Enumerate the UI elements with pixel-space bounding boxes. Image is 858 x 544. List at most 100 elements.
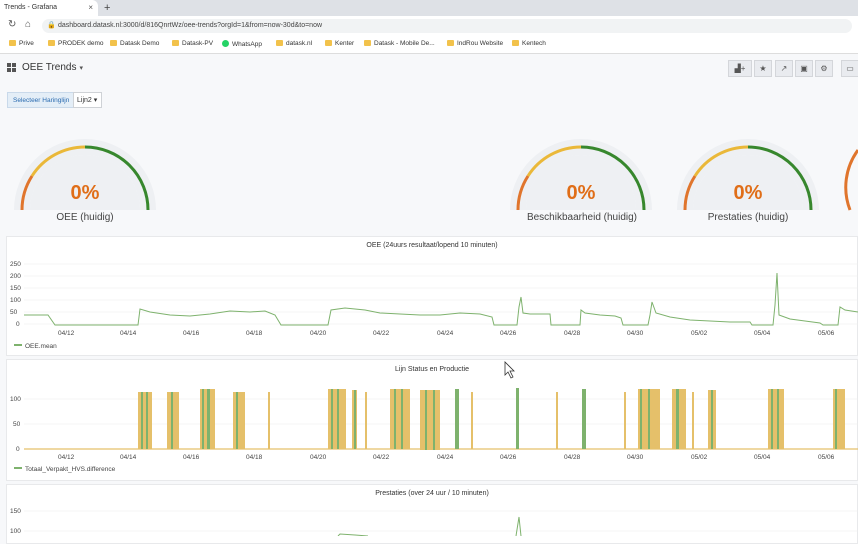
bookmark-item[interactable]: PRODEK demo — [48, 40, 104, 47]
gauge-label: OEE (huidig) — [56, 212, 114, 223]
settings-button[interactable]: ⚙ — [815, 60, 833, 77]
gauge-value: 0% — [70, 182, 100, 204]
chevron-down-icon: ▾ — [93, 97, 98, 104]
x-tick-label: 04/20 — [310, 330, 327, 337]
x-tick-label: 05/06 — [818, 454, 835, 461]
x-tick-label: 05/02 — [691, 330, 708, 337]
oee-chart: 250 200 150 100 50 0 04/12 04/14 04/16 0… — [10, 261, 858, 337]
x-tick-label: 05/04 — [754, 330, 771, 337]
x-tick-label: 05/04 — [754, 454, 771, 461]
y-tick-label: 50 — [13, 421, 21, 428]
x-tick-label: 04/18 — [246, 330, 263, 337]
x-tick-label: 04/22 — [373, 454, 390, 461]
y-tick-label: 100 — [10, 528, 21, 535]
y-tick-label: 150 — [10, 285, 21, 292]
y-tick-label: 50 — [10, 309, 18, 316]
x-tick-label: 05/06 — [818, 330, 835, 337]
x-tick-label: 04/26 — [500, 454, 517, 461]
lock-icon: 🔒 — [47, 22, 56, 29]
gauge-prestaties — [677, 139, 819, 211]
x-tick-label: 04/14 — [120, 454, 137, 461]
gauge-label: Prestaties (huidig) — [707, 212, 789, 223]
panel-title[interactable]: Prestaties (over 24 uur / 10 minuten) — [375, 490, 489, 497]
mouse-cursor-icon — [504, 361, 515, 379]
grid — [24, 263, 858, 325]
save-icon: ▣ — [800, 64, 808, 73]
panel-title[interactable]: Lijn Status en Productie — [395, 366, 469, 373]
gauge-value: 0% — [733, 182, 763, 204]
url-field[interactable]: 🔒 dashboard.datask.nl:3000/d/816QnrtWz/o… — [42, 19, 852, 33]
monitor-icon: ▭ — [846, 64, 854, 73]
folder-icon — [325, 40, 332, 46]
tv-mode-button[interactable]: ▭ — [841, 60, 858, 77]
variable-label: Selecteer Haringlijn — [7, 92, 76, 108]
gauges-row — [14, 138, 858, 211]
x-tick-label: 04/16 — [183, 454, 200, 461]
status-chart: 100 50 0 04/12 04/14 04/16 04/18 04/20 0… — [10, 388, 858, 461]
y-tick-label: 250 — [10, 261, 21, 268]
add-panel-icon: ▟+ — [734, 64, 746, 73]
legend-swatch — [14, 344, 22, 346]
gear-icon: ⚙ — [820, 64, 828, 73]
share-icon: ↗ — [780, 64, 788, 73]
x-tick-label: 04/20 — [310, 454, 327, 461]
folder-icon — [110, 40, 117, 46]
x-tick-label: 04/16 — [183, 330, 200, 337]
gauge-oee — [14, 138, 156, 211]
x-tick-label: 04/28 — [564, 330, 581, 337]
star-icon: ★ — [759, 64, 767, 73]
production-bars — [138, 388, 845, 450]
bookmark-item[interactable]: IndRou Website — [447, 40, 503, 47]
tab-close-icon[interactable]: × — [88, 3, 93, 12]
y-tick-label: 200 — [10, 273, 21, 280]
bookmark-item[interactable]: Prive — [9, 40, 34, 47]
y-tick-label: 0 — [16, 446, 20, 453]
y-tick-label: 100 — [10, 297, 21, 304]
new-tab-button[interactable]: + — [104, 2, 111, 14]
dashboard-title[interactable]: OEE Trends ▾ — [22, 62, 83, 73]
bookmark-item[interactable]: Datask Demo — [110, 40, 159, 47]
address-bar: ↻ ⌂ 🔒 dashboard.datask.nl:3000/d/816Qnrt… — [0, 16, 858, 37]
oee-panel — [6, 236, 858, 356]
browser-tab[interactable]: Trends - Grafana × — [0, 0, 98, 16]
x-axis: 04/12 04/14 04/16 04/18 04/20 04/22 04/2… — [58, 454, 835, 461]
legend-item[interactable]: Totaal_Verpakt_HVS.difference — [14, 466, 115, 473]
gauge-value: 0% — [566, 182, 596, 204]
browser-tab-bar: Trends - Grafana × + — [0, 0, 858, 16]
folder-icon — [172, 40, 179, 46]
bookmark-item[interactable]: Kentech — [512, 40, 546, 47]
reload-icon[interactable]: ↻ — [8, 19, 17, 30]
y-tick-label: 100 — [10, 396, 21, 403]
url-text: dashboard.datask.nl:3000/d/816QnrtWz/oee… — [58, 22, 323, 29]
bookmark-item[interactable]: Datask - Mobile De... — [364, 40, 435, 47]
dashboard-grid-icon[interactable] — [7, 63, 17, 73]
x-tick-label: 04/26 — [500, 330, 517, 337]
bookmark-item[interactable]: Datask-PV — [172, 40, 213, 47]
bookmark-item[interactable]: datask.nl — [276, 40, 312, 47]
x-axis: 04/12 04/14 04/16 04/18 04/20 04/22 04/2… — [58, 330, 835, 337]
x-tick-label: 04/30 — [627, 330, 644, 337]
bookmark-item[interactable]: WhatsApp — [222, 40, 262, 48]
legend-swatch — [14, 467, 22, 469]
star-button[interactable]: ★ — [754, 60, 772, 77]
legend-item[interactable]: OEE.mean — [14, 343, 57, 350]
x-tick-label: 04/24 — [437, 454, 454, 461]
folder-icon — [276, 40, 283, 46]
share-button[interactable]: ↗ — [775, 60, 793, 77]
x-tick-label: 04/24 — [437, 330, 454, 337]
x-tick-label: 05/02 — [691, 454, 708, 461]
x-tick-label: 04/12 — [58, 454, 75, 461]
folder-icon — [447, 40, 454, 46]
add-panel-button[interactable]: ▟+ — [728, 60, 752, 77]
x-tick-label: 04/28 — [564, 454, 581, 461]
y-tick-label: 150 — [10, 508, 21, 515]
home-icon[interactable]: ⌂ — [25, 19, 32, 30]
whatsapp-icon — [222, 40, 229, 47]
y-tick-label: 0 — [16, 321, 20, 328]
bookmark-item[interactable]: Kenter — [325, 40, 354, 47]
prestaties-chart: 150 100 — [10, 508, 858, 536]
line-selector[interactable]: Lijn2 ▾ — [73, 92, 102, 108]
panel-title[interactable]: OEE (24uurs resultaat/lopend 10 minuten) — [366, 242, 498, 249]
folder-icon — [48, 40, 55, 46]
save-button[interactable]: ▣ — [795, 60, 813, 77]
